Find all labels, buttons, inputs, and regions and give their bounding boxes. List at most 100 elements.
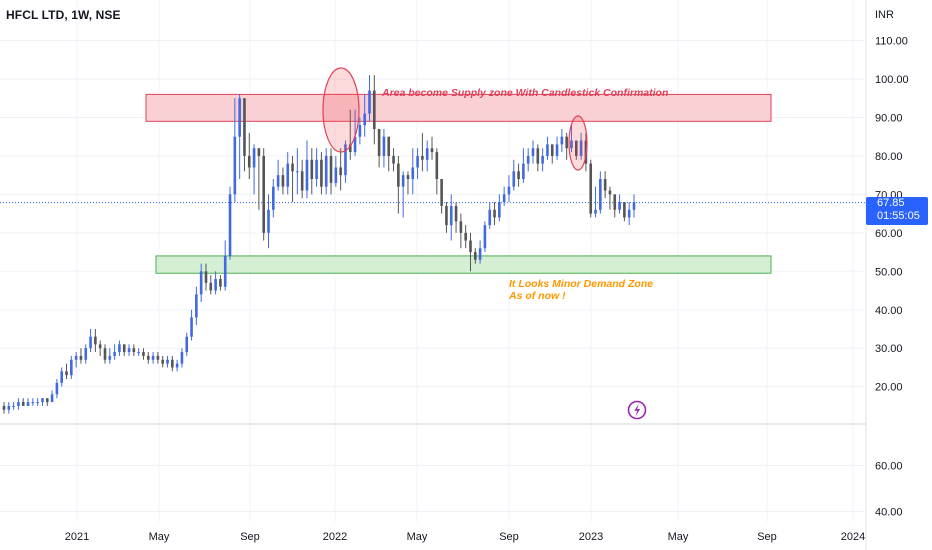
- candle-body: [368, 90, 371, 114]
- candle: [373, 75, 376, 145]
- candle: [122, 344, 126, 356]
- candle-body: [180, 352, 184, 364]
- candle-body: [329, 155, 333, 183]
- candle-body: [397, 163, 400, 187]
- candle-body: [214, 278, 217, 291]
- candle-body: [522, 163, 525, 179]
- candle-body: [449, 205, 453, 226]
- candle: [175, 359, 179, 372]
- secondary-tick-label: 60.00: [875, 461, 903, 473]
- candle: [397, 155, 400, 214]
- candle: [401, 171, 405, 218]
- bar-countdown: 01:55:05: [877, 210, 920, 222]
- x-tick-label: 2021: [65, 531, 89, 543]
- candle: [526, 148, 530, 172]
- candle-body: [171, 359, 174, 368]
- secondary-tick-label: 40.00: [875, 507, 903, 519]
- candle-body: [334, 167, 338, 183]
- candle: [478, 240, 482, 264]
- candle-body: [233, 136, 237, 195]
- y-tick-label: 90.00: [875, 112, 903, 124]
- x-tick-label: May: [668, 531, 689, 543]
- candle-body: [363, 113, 366, 126]
- candle: [267, 194, 270, 249]
- candle: [406, 171, 410, 195]
- candle: [103, 344, 107, 364]
- demand-zone-annotation-line2: As of now !: [508, 290, 566, 302]
- candle: [531, 140, 535, 164]
- candle-body: [320, 159, 323, 187]
- secondary-pane-axis[interactable]: 60.00 40.00: [875, 461, 903, 519]
- candle-body: [17, 402, 20, 406]
- candle-body: [536, 148, 540, 164]
- zone-boxes: [145, 93, 772, 274]
- candle-body: [324, 155, 328, 187]
- candle: [339, 148, 342, 191]
- candle: [392, 148, 395, 172]
- candle-body: [498, 202, 501, 218]
- candle-body: [252, 148, 256, 168]
- candle-body: [142, 352, 145, 356]
- candle: [599, 171, 602, 214]
- candle: [440, 178, 443, 214]
- y-tick-label: 80.00: [875, 151, 903, 163]
- candle-body: [45, 398, 49, 403]
- candle: [310, 148, 314, 195]
- candle: [425, 140, 429, 172]
- candle-body: [204, 271, 208, 283]
- candle-body: [445, 205, 448, 226]
- demand-zone-box[interactable]: [155, 255, 772, 274]
- candle-body: [122, 344, 126, 353]
- candle-body: [118, 344, 121, 353]
- candle: [185, 332, 189, 356]
- time-axis[interactable]: 2021 May Sep 2022 May Sep 2023 May Sep 2024: [65, 531, 865, 543]
- candle: [387, 136, 391, 172]
- candle: [536, 144, 540, 172]
- candle: [214, 271, 217, 295]
- candle-body: [219, 278, 222, 287]
- candle-body: [185, 336, 189, 353]
- candlestick-series: [2, 75, 636, 414]
- candle: [190, 309, 193, 341]
- candle-body: [103, 348, 107, 360]
- candle: [353, 109, 357, 156]
- candle: [560, 128, 564, 153]
- recent-highlight-ellipse: [568, 115, 588, 171]
- candle-body: [613, 194, 617, 210]
- candle: [493, 202, 496, 226]
- candle: [108, 348, 112, 364]
- candle: [618, 194, 621, 214]
- supply-zone-box[interactable]: [145, 93, 772, 122]
- candle: [113, 344, 116, 360]
- candle: [70, 355, 73, 379]
- x-tick-label: 2022: [323, 531, 347, 543]
- candle-body: [166, 359, 169, 364]
- lightning-icon[interactable]: [627, 400, 647, 420]
- candle-body: [411, 167, 415, 179]
- candle: [272, 178, 275, 218]
- candle-body: [257, 148, 261, 156]
- candle-body: [74, 355, 78, 360]
- candle: [358, 117, 362, 145]
- candle: [166, 355, 169, 368]
- candle: [546, 136, 549, 160]
- candle: [228, 186, 232, 260]
- candle-body: [387, 136, 391, 156]
- y-tick-label: 20.00: [875, 382, 903, 394]
- candle-body: [267, 209, 270, 233]
- candle: [608, 186, 612, 210]
- y-tick-label: 50.00: [875, 266, 903, 278]
- candle: [36, 398, 39, 406]
- candle: [315, 148, 318, 187]
- candle: [50, 390, 54, 403]
- candle-body: [50, 394, 54, 403]
- candle: [74, 352, 78, 368]
- candle: [498, 194, 501, 222]
- candle: [84, 344, 88, 364]
- candle: [632, 194, 636, 218]
- candle-body: [94, 336, 97, 345]
- candle-body: [493, 209, 496, 218]
- candle: [565, 132, 568, 160]
- candle-body: [382, 136, 386, 156]
